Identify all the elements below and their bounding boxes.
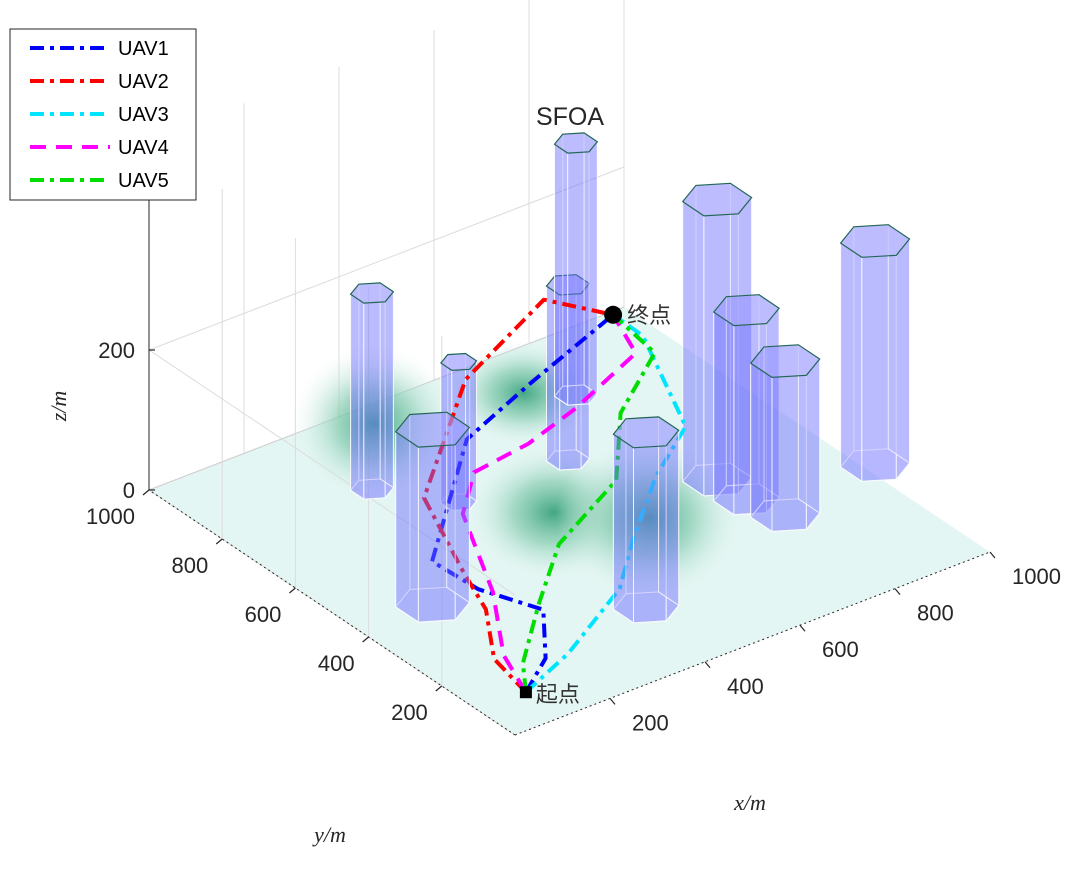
x-tick [609,698,616,705]
terrain-peak [291,345,457,502]
y-tick [215,538,223,545]
z-tick-label: 200 [98,338,135,363]
obstacle-face [840,242,863,483]
legend: UAV1 UAV2 UAV3 UAV4 UAV5 [9,28,197,201]
y-tick-label: 800 [171,553,208,578]
y-tick-label: 400 [318,651,355,676]
obstacle-cylinder [394,411,471,624]
obstacle-cylinder [553,131,599,407]
uav-paths [422,297,688,694]
obstacle-face [554,143,569,407]
obstacle-top [394,411,471,448]
z-axis-label: z/m [46,391,71,423]
terrain-peak [556,434,744,602]
legend-label-uav3: UAV3 [118,104,169,126]
legend-label-uav1: UAV1 [118,38,169,60]
obstacle-top [681,182,753,217]
obstacle-top [749,344,821,379]
x-tick-label: 1000 [1012,564,1061,589]
obstacles-back [349,131,911,533]
y-tick-label: 200 [391,700,428,725]
obstacle-cylinder [839,223,911,483]
terrain-peaks [291,339,744,602]
obstacle-top [349,282,395,304]
x-tick [704,661,711,669]
y-tick-label: 1000 [86,504,135,529]
obstacle-face [612,433,634,624]
z-tick-label: 0 [123,478,135,503]
obstacles-front [394,411,680,624]
obstacle-cylinder [349,281,395,501]
obstacle-face [713,311,735,516]
obstacle-top [839,224,911,258]
start-label: 起点 [536,683,580,708]
obstacle-face [350,293,365,501]
y-tick [289,587,296,594]
obstacle-cylinder [681,182,753,497]
uav-path-uav5 [520,313,657,693]
obstacle-cylinder [545,273,591,471]
y-axis-label: y/m [312,822,346,847]
obstacle-top [612,416,680,449]
obstacle-top [553,132,599,154]
y-tick [435,685,443,692]
uav-path-uav4 [460,313,638,694]
x-tick-label: 600 [822,637,859,662]
x-tick-label: 800 [917,601,954,626]
y-tick-label: 600 [245,602,282,627]
x-tick [799,624,806,632]
legend-label-uav4: UAV4 [118,137,169,159]
start-end-markers: 起点 终点 [519,304,671,708]
legend-label-uav2: UAV2 [118,71,169,93]
uav-path-uav2 [422,297,614,694]
obstacle-cylinder [612,415,680,624]
chart-title: SFOA [536,103,604,131]
end-label: 终点 [627,304,671,329]
x-axis-label: x/m [733,790,766,815]
y-axis-line [148,489,516,736]
obstacle-face [583,131,598,395]
obstacle-face [887,223,910,464]
obstacle-face [682,200,705,497]
x-tick [894,588,901,595]
x-tick-label: 400 [727,674,764,699]
obstacle-top [712,294,780,327]
obstacle-top [440,352,478,372]
end-marker [604,305,623,324]
x-tick-label: 200 [632,710,669,735]
obstacle-face [395,430,419,624]
y-tick [142,489,150,496]
terrain-peak [446,339,601,447]
x-tick [989,551,996,559]
obstacle-face [750,362,773,533]
obstacle-cylinder [749,343,821,533]
start-marker [519,686,532,699]
y-tick [362,636,369,643]
legend-label-uav5: UAV5 [118,170,169,192]
obstacle-face [379,281,394,489]
